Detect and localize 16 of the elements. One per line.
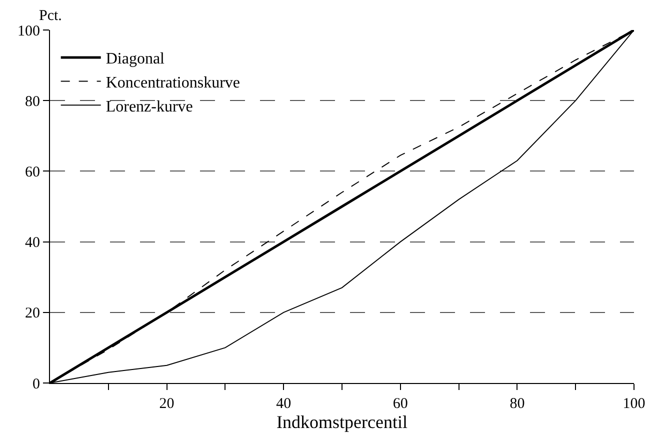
x-tick-label: 80 [510, 396, 525, 412]
x-tick-label: 40 [276, 396, 292, 412]
y-tick-label: 80 [25, 94, 40, 110]
x-tick-label: 100 [622, 396, 646, 412]
legend-label: Diagonal [106, 50, 166, 68]
x-tick-label: 60 [392, 396, 408, 412]
y-axis-title: Pct. [39, 8, 62, 24]
y-tick-label: 60 [25, 164, 40, 180]
y-tick-label: 40 [25, 235, 40, 252]
x-axis-title: Indkomstpercentil [276, 412, 408, 432]
y-tick-label: 0 [32, 376, 40, 392]
x-tick-label: 20 [159, 396, 174, 412]
legend-label: Lorenz-kurve [106, 98, 193, 116]
y-tick-label: 20 [25, 306, 40, 322]
y-tick-label: 100 [18, 23, 40, 40]
legend-label: Koncentrationskurve [106, 74, 240, 92]
